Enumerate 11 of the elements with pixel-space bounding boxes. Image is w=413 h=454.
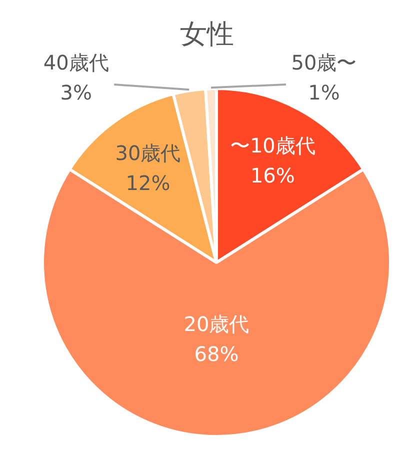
data-label: 68%: [194, 342, 239, 366]
data-label: 3%: [60, 80, 92, 104]
slice-label: 〜10歳代: [230, 133, 316, 158]
slice-label: 40歳代: [43, 50, 109, 74]
data-label: 16%: [250, 163, 295, 188]
slice-label: 50歳〜: [291, 50, 357, 74]
slice-label: 30歳代: [115, 141, 181, 166]
data-label: 12%: [126, 171, 170, 196]
data-label: 1%: [308, 80, 340, 104]
slice-label: 20歳代: [184, 312, 250, 336]
chart-title: 女性: [180, 19, 234, 50]
